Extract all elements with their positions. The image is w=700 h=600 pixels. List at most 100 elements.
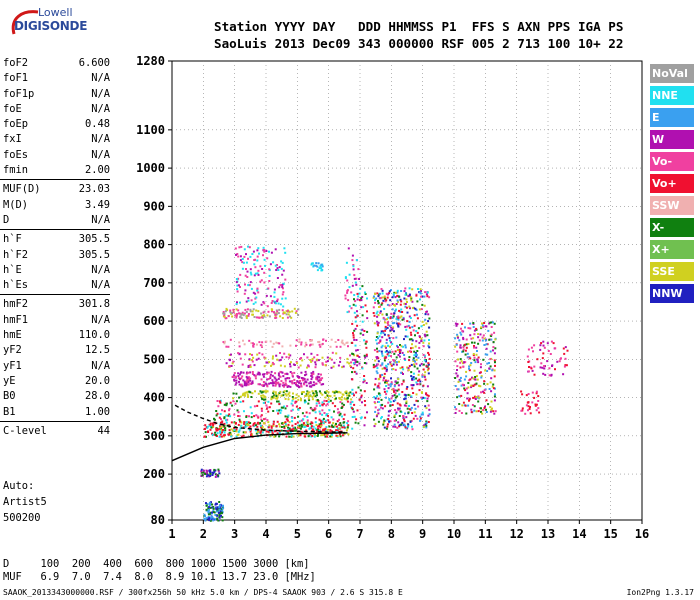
data-point: [263, 418, 266, 421]
data-point: [381, 344, 384, 347]
data-point: [284, 251, 287, 254]
data-point: [565, 364, 568, 367]
param-row: B0 28.0: [0, 389, 110, 404]
data-point: [456, 374, 459, 377]
data-point: [409, 331, 412, 334]
data-point: [229, 338, 232, 341]
data-point: [365, 362, 368, 365]
data-point: [278, 423, 281, 426]
data-point: [289, 315, 291, 318]
data-point: [412, 384, 415, 387]
data-point: [494, 361, 496, 364]
data-point: [554, 347, 557, 350]
data-point: [427, 362, 430, 365]
data-point: [378, 382, 381, 385]
data-point: [486, 362, 489, 365]
data-point: [403, 404, 406, 407]
data-point: [325, 339, 327, 342]
data-point: [374, 292, 377, 295]
data-point: [352, 353, 355, 356]
data-point: [418, 308, 421, 311]
data-point: [210, 518, 213, 521]
data-point: [375, 339, 378, 342]
data-point: [220, 418, 222, 421]
data-point: [455, 372, 458, 375]
data-point: [527, 405, 530, 408]
data-point: [210, 506, 213, 509]
data-point: [307, 435, 310, 438]
data-point: [239, 400, 242, 403]
data-point: [214, 473, 217, 476]
data-point: [297, 425, 300, 428]
data-point: [358, 398, 361, 401]
param-key: h`F: [3, 233, 22, 246]
data-point: [311, 262, 314, 265]
data-point: [266, 371, 269, 374]
data-point: [381, 362, 384, 365]
data-point: [251, 380, 254, 383]
data-point: [250, 434, 252, 437]
data-point: [270, 251, 273, 254]
auto-version: 500200: [3, 512, 41, 524]
data-point: [256, 287, 259, 290]
data-point: [314, 427, 317, 430]
data-point: [392, 400, 395, 403]
data-point: [538, 411, 541, 414]
data-point: [218, 435, 221, 438]
data-point: [298, 376, 301, 378]
data-point: [474, 376, 477, 378]
data-point: [388, 304, 391, 307]
data-point: [217, 474, 220, 477]
data-point: [396, 322, 399, 325]
data-point: [394, 396, 397, 399]
data-point: [276, 310, 279, 313]
data-point: [489, 365, 492, 368]
data-point: [353, 354, 356, 357]
data-point: [283, 312, 286, 314]
data-point: [245, 380, 248, 383]
data-point: [411, 425, 413, 428]
data-point: [360, 416, 363, 419]
data-point: [212, 517, 215, 520]
data-point: [360, 297, 363, 300]
data-point: [285, 384, 288, 387]
data-point: [261, 398, 264, 401]
data-point: [245, 300, 248, 303]
data-point: [417, 373, 420, 376]
data-point: [377, 384, 380, 387]
data-point: [533, 373, 536, 376]
data-point: [420, 337, 423, 340]
data-point: [317, 373, 320, 376]
data-point: [329, 435, 332, 438]
data-point: [271, 363, 274, 366]
data-point: [326, 435, 328, 438]
data-point: [489, 406, 492, 409]
data-point: [426, 295, 429, 298]
data-point: [241, 375, 244, 378]
data-point: [475, 353, 478, 356]
data-point: [411, 339, 414, 342]
data-point: [301, 359, 304, 362]
data-point: [277, 412, 280, 415]
data-point: [427, 394, 430, 397]
data-point: [277, 269, 280, 271]
data-point: [456, 396, 459, 399]
data-point: [343, 397, 346, 400]
data-point: [218, 400, 221, 403]
data-point: [269, 375, 272, 378]
data-point: [318, 410, 321, 413]
data-point: [490, 333, 493, 336]
data-point: [247, 376, 250, 379]
data-point: [342, 424, 345, 427]
data-point: [244, 391, 247, 394]
data-point: [288, 377, 291, 380]
data-point: [281, 384, 284, 387]
legend-item-e: E: [650, 108, 694, 127]
data-point: [315, 402, 318, 405]
data-point: [364, 304, 367, 307]
data-point: [359, 389, 362, 392]
data-point: [322, 431, 325, 434]
data-point: [214, 469, 217, 472]
param-key: foF2: [3, 57, 29, 69]
data-point: [208, 519, 211, 522]
